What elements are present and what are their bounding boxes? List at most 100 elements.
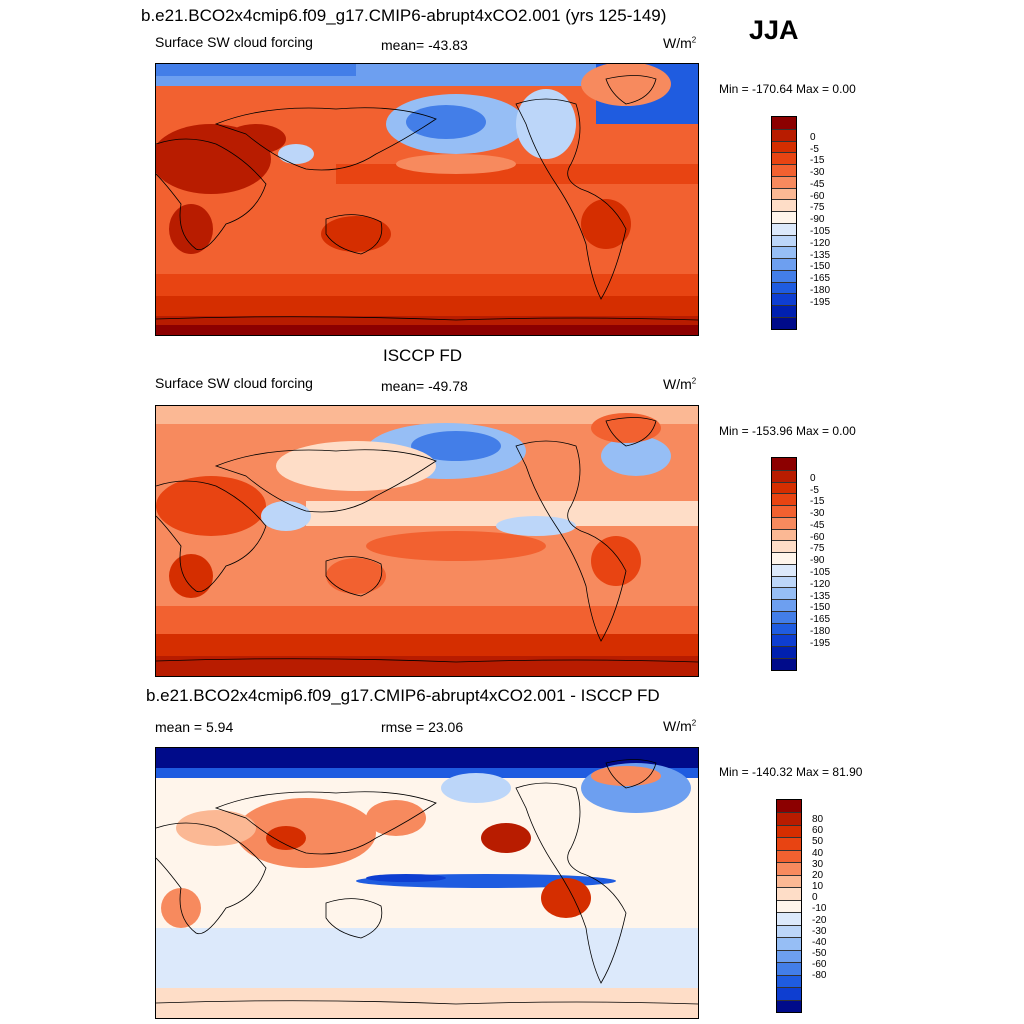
colorbar-segment (772, 117, 796, 129)
colorbar-tick-label: 0 (812, 892, 818, 904)
colorbar-segment (772, 610, 796, 623)
panel-1-minmax: Min = -170.64 Max = 0.00 (719, 82, 856, 96)
colorbar-segment (772, 269, 796, 282)
panel-3-colorbar (776, 799, 802, 1013)
colorbar-tick-label: 20 (812, 869, 824, 881)
colorbar-segment (777, 974, 801, 988)
colorbar-segment (772, 246, 796, 259)
colorbar-segment (772, 587, 796, 600)
colorbar-segment (777, 800, 801, 813)
colorbar-tick-label: -105 (810, 567, 831, 578)
colorbar-tick-label: 10 (812, 881, 824, 893)
colorbar-tick-label: -135 (810, 590, 831, 602)
colorbar-tick-label: -50 (812, 948, 827, 960)
season-label: JJA (749, 15, 799, 45)
colorbar-segment (772, 281, 796, 294)
colorbar-tick-label: -180 (810, 284, 831, 296)
colorbar-tick-label: -135 (810, 249, 831, 261)
colorbar-segment (777, 837, 801, 850)
colorbar-tick-label: -195 (810, 637, 831, 649)
panel-2-units: W/m2 (663, 376, 697, 392)
colorbar-segment (772, 152, 796, 165)
colorbar-segment (772, 552, 796, 564)
panel-3-title: b.e21.BCO2x4cmip6.f09_g17.CMIP6-abrupt4x… (146, 686, 660, 705)
colorbar-tick-label: -180 (810, 625, 831, 637)
colorbar-tick-label: 40 (812, 847, 824, 859)
colorbar-tick-label: 0 (810, 131, 816, 143)
colorbar-segment (772, 622, 796, 635)
colorbar-tick-label: -45 (810, 519, 825, 531)
colorbar-segment (772, 458, 796, 470)
panel-3-minmax: Min = -140.32 Max = 81.90 (719, 765, 863, 779)
panel-1-units: W/m2 (663, 35, 697, 51)
colorbar-segment (772, 211, 796, 223)
colorbar-segment (772, 234, 796, 247)
colorbar-tick-label: -5 (810, 143, 819, 155)
colorbar-segment (777, 824, 801, 838)
colorbar-segment (772, 222, 796, 235)
colorbar-tick-label: -90 (810, 555, 825, 567)
colorbar-segment (772, 481, 796, 494)
colorbar-tick-label: -120 (810, 578, 831, 590)
colorbar-tick-label: -120 (810, 237, 831, 249)
colorbar-tick-label: -30 (810, 167, 825, 179)
colorbar-segment (772, 646, 796, 659)
colorbar-tick-label: 50 (812, 836, 824, 848)
colorbar-segment (772, 634, 796, 647)
panel-2-minmax: Min = -153.96 Max = 0.00 (719, 424, 856, 438)
panel-1-variable: Surface SW cloud forcing (155, 34, 313, 50)
colorbar-tick-label: -15 (810, 496, 825, 508)
colorbar-segment (772, 175, 796, 188)
colorbar-tick-label: -105 (810, 226, 831, 237)
colorbar-segment (772, 599, 796, 611)
colorbar-tick-label: -60 (812, 959, 827, 971)
colorbar-segment (777, 912, 801, 925)
colorbar-segment (777, 899, 801, 913)
colorbar-segment (772, 505, 796, 517)
colorbar-tick-label: -165 (810, 273, 831, 285)
colorbar-segment (772, 575, 796, 588)
colorbar-segment (772, 493, 796, 506)
panel-1-map (155, 63, 699, 336)
panel-1-colorbar (771, 116, 797, 330)
colorbar-tick-label: -195 (810, 296, 831, 308)
colorbar-segment (772, 658, 796, 670)
colorbar-segment (772, 140, 796, 153)
panel-2-title: ISCCP FD (383, 346, 463, 365)
colorbar-tick-label: 60 (812, 825, 824, 837)
colorbar-tick-label: -80 (812, 970, 827, 982)
colorbar-tick-label: -60 (810, 190, 825, 202)
colorbar-tick-label: -30 (812, 925, 827, 937)
panel-3-mean: mean = 5.94 (155, 719, 234, 735)
colorbar-segment (772, 516, 796, 529)
panel-1-mean: mean= -43.83 (381, 37, 468, 53)
colorbar-tick-label: -75 (810, 543, 825, 555)
colorbar-segment (777, 937, 801, 950)
colorbar-segment (777, 849, 801, 863)
colorbar-tick-label: -165 (810, 614, 831, 626)
colorbar-tick-label: -60 (810, 531, 825, 543)
colorbar-segment (777, 812, 801, 825)
colorbar-tick-label: -15 (810, 155, 825, 167)
colorbar-tick-label: 80 (812, 814, 824, 826)
panel-3-map (155, 747, 699, 1019)
panel-2-colorbar (771, 457, 797, 671)
panel-2-map (155, 405, 699, 677)
colorbar-segment (772, 563, 796, 576)
panel-3-rmse: rmse = 23.06 (381, 719, 464, 735)
colorbar-segment (777, 924, 801, 938)
colorbar-tick-label: -150 (810, 602, 831, 614)
colorbar-tick-label: -150 (810, 261, 831, 273)
colorbar-tick-label: -75 (810, 202, 825, 214)
colorbar-tick-label: 0 (810, 472, 816, 484)
colorbar-segment (777, 962, 801, 975)
colorbar-segment (772, 528, 796, 541)
colorbar-tick-label: -5 (810, 484, 819, 496)
colorbar-tick-label: 30 (812, 858, 824, 870)
colorbar-segment (772, 293, 796, 306)
colorbar-segment (772, 164, 796, 176)
panel-1-title: b.e21.BCO2x4cmip6.f09_g17.CMIP6-abrupt4x… (141, 6, 667, 25)
colorbar-segment (777, 999, 801, 1012)
colorbar-segment (772, 469, 796, 482)
colorbar-segment (772, 305, 796, 318)
